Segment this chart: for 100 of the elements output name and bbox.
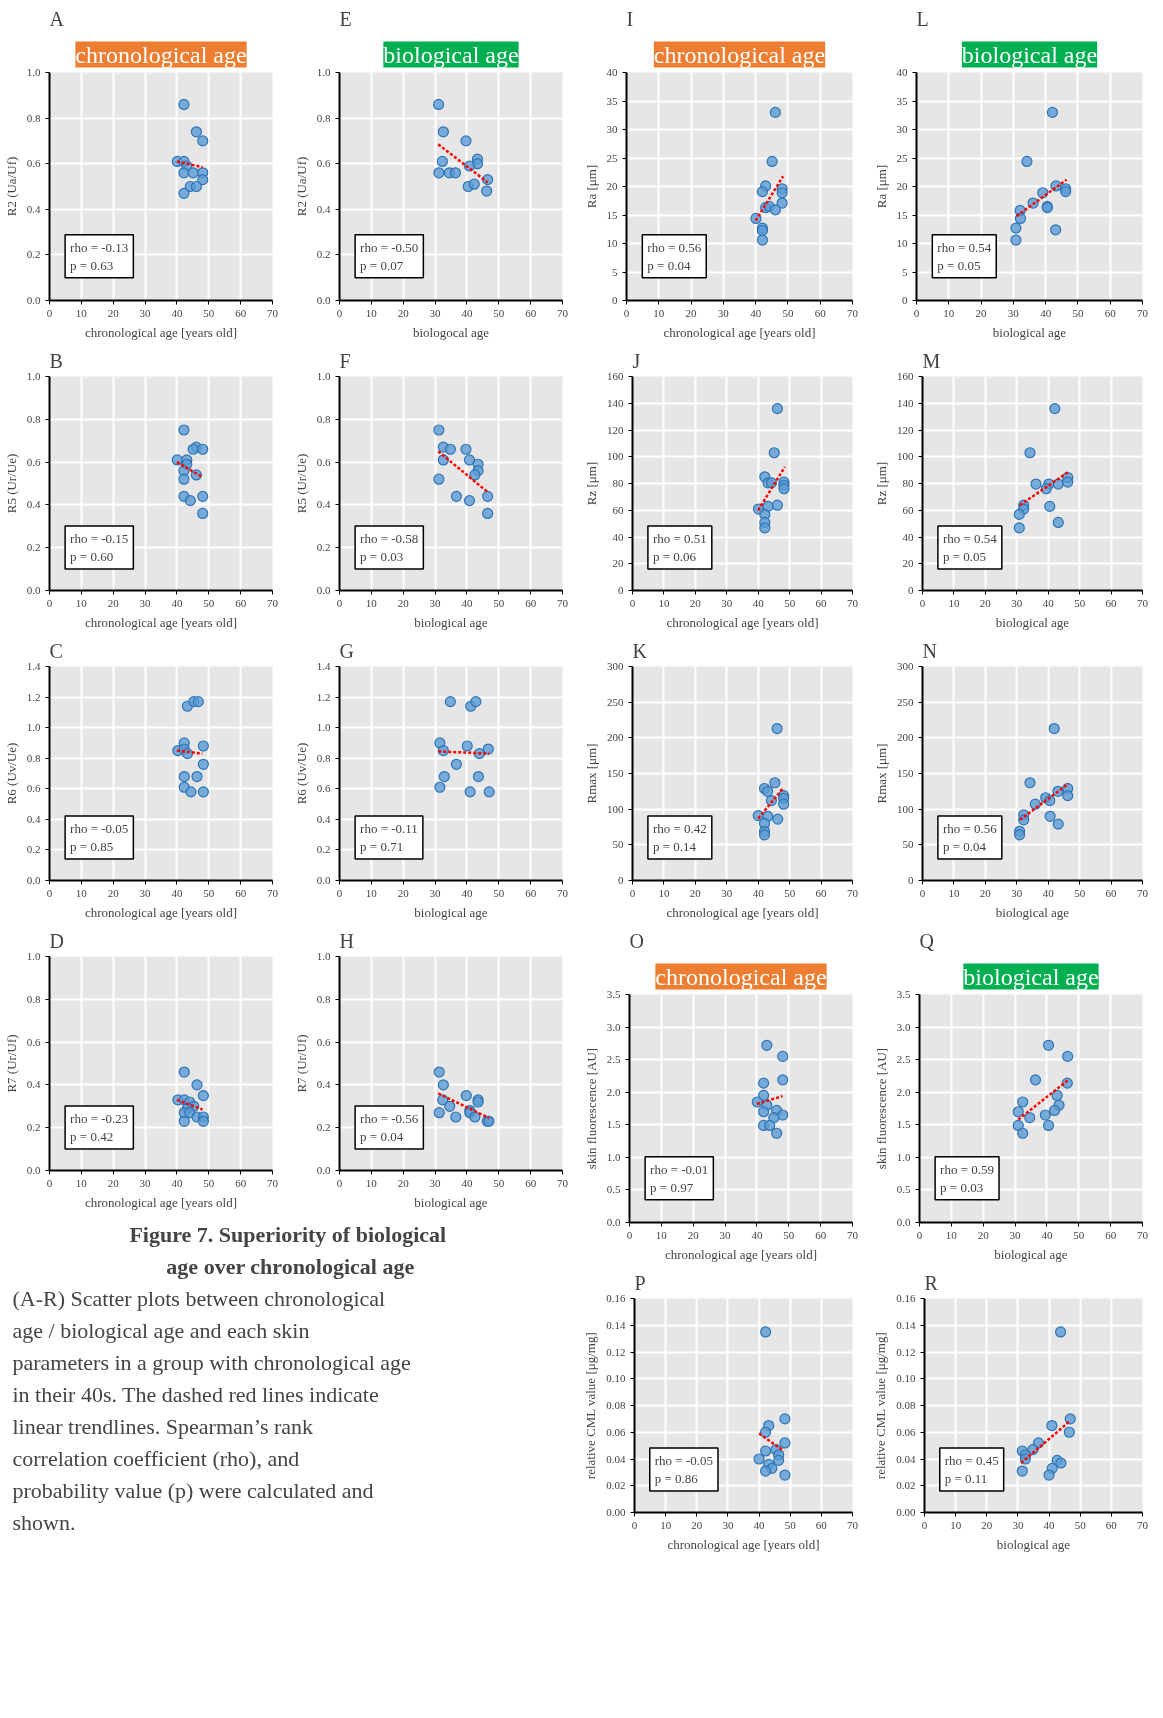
x-tick-label: 30: [719, 1228, 732, 1241]
y-tick-label: 0.06: [896, 1425, 916, 1438]
chart-title: Q: [919, 929, 935, 952]
y-tick-label: 100: [607, 450, 624, 463]
x-tick-label: 30: [429, 886, 442, 899]
y-tick-label: 150: [897, 767, 914, 779]
chart-title: E: [339, 7, 352, 30]
y-tick-label: 0.2: [26, 248, 41, 261]
x-tick-label: 50: [784, 1518, 797, 1531]
x-tick-label: 40: [171, 596, 183, 609]
y-tick-label: 160: [607, 370, 624, 382]
x-axis-title: biological age: [994, 1246, 1068, 1262]
x-tick-label: 60: [814, 306, 827, 319]
x-tick-label: 20: [687, 1228, 700, 1241]
y-tick-label: 1.0: [26, 721, 41, 734]
x-tick-label: 50: [1074, 1518, 1087, 1531]
y-tick-label: 250: [607, 695, 624, 708]
annotation: p = 0.14: [652, 839, 697, 855]
y-tick-label: 35: [896, 94, 908, 107]
y-tick-label: 0.2: [26, 843, 41, 856]
x-tick-label: 10: [75, 306, 88, 319]
chart-title: R: [924, 1271, 939, 1294]
y-tick-label: 20: [606, 180, 618, 192]
x-axis-title: chronological age [years old]: [85, 904, 237, 920]
annotation: p = 0.85: [70, 839, 114, 855]
y-tick-label: 0.0: [26, 1164, 41, 1176]
y-tick-label: 0: [612, 294, 618, 306]
y-tick-label: 2.0: [606, 1085, 621, 1098]
x-tick-label: 40: [461, 596, 473, 609]
y-tick-label: 200: [897, 731, 914, 744]
x-tick-label: 10: [75, 886, 88, 899]
y-axis-title: Rmax [μm]: [584, 743, 599, 804]
y-axis-title: Ra [μm]: [583, 164, 599, 209]
x-axis-title: chronological age [years old]: [663, 324, 816, 340]
annotation: rho = 0.54: [942, 531, 998, 547]
chart-title: F: [339, 349, 351, 372]
text: (A-R) Scatter plots between chronological age / biological age and each skin parameters in a group with chronological age in their 40s. The dashed red lines indicate linear trendlines. Spearman’s rank correlation coefficient (rho), and probability value (p) were calculated and shown.: [12, 1285, 411, 1535]
y-tick-label: 20: [902, 557, 914, 570]
y-tick-label: 0.0: [26, 874, 41, 886]
y-tick-label: 1.0: [26, 66, 41, 78]
x-axis-title: biologocal age: [412, 324, 490, 340]
y-tick-label: 30: [606, 123, 618, 135]
x-tick-label: 70: [1137, 596, 1149, 609]
annotation: p = 0.05: [942, 549, 986, 565]
y-tick-label: 5: [902, 265, 908, 278]
y-tick-label: 0.6: [316, 1035, 331, 1048]
y-tick-label: 0.8: [316, 992, 331, 1005]
x-axis-title: biological age: [996, 1536, 1071, 1552]
chart-title: H: [339, 929, 354, 952]
x-tick-label: 20: [397, 306, 410, 319]
x-tick-label: 40: [1043, 1518, 1056, 1531]
x-tick-label: 70: [847, 1518, 859, 1531]
y-tick-label: 1.0: [316, 370, 331, 382]
x-tick-label: 60: [815, 596, 828, 609]
y-tick-label: 0.0: [606, 1216, 621, 1228]
x-axis-title: biological age: [414, 614, 488, 630]
y-tick-label: 0.5: [606, 1183, 621, 1196]
x-axis-title: biological age: [995, 614, 1070, 630]
x-tick-label: 10: [365, 886, 378, 899]
x-tick-label: 10: [658, 886, 670, 899]
x-tick-label: 60: [525, 1176, 537, 1189]
x-tick-label: 10: [660, 1518, 672, 1531]
y-axis-title: R2 (Ua/Uf): [3, 156, 19, 217]
x-tick-label: 30: [1011, 886, 1023, 899]
x-tick-label: 70: [557, 306, 569, 319]
y-tick-label: 3.0: [606, 1020, 621, 1033]
y-tick-label: 0.08: [606, 1399, 626, 1411]
y-tick-label: 0.0: [316, 584, 331, 596]
x-tick-label: 30: [1009, 1228, 1022, 1241]
y-tick-label: 1.0: [26, 950, 41, 962]
y-tick-label: 120: [607, 423, 624, 436]
y-tick-label: 0.0: [316, 1164, 331, 1176]
x-tick-label: 30: [1012, 1518, 1024, 1531]
chart-title: P: [634, 1271, 646, 1294]
y-axis-title: skin fluorescence [AU]: [873, 1047, 889, 1170]
annotation: p = 0.60: [70, 549, 114, 565]
x-tick-label: 50: [493, 596, 505, 609]
chart-subtitle: chronological age: [75, 41, 247, 68]
chart-title: O: [629, 929, 644, 952]
y-axis-title: skin fluorescence [AU]: [583, 1047, 599, 1170]
y-tick-label: 0.2: [26, 1121, 41, 1134]
y-tick-label: 0: [618, 584, 624, 596]
x-tick-label: 40: [171, 306, 183, 319]
x-tick-label: 0: [46, 596, 53, 609]
x-tick-label: 50: [1074, 596, 1086, 609]
x-tick-label: 20: [977, 1228, 990, 1241]
y-tick-label: 0.0: [316, 294, 331, 306]
y-tick-label: 1.0: [26, 370, 41, 382]
chart-title: G: [339, 639, 354, 662]
y-tick-label: 0.8: [26, 412, 41, 425]
x-tick-label: 0: [46, 1176, 53, 1189]
y-tick-label: 0.08: [896, 1399, 916, 1411]
x-tick-label: 20: [107, 886, 120, 899]
x-tick-label: 30: [429, 306, 442, 319]
annotation: p = 0.04: [360, 1129, 404, 1145]
y-tick-label: 0.04: [606, 1452, 626, 1465]
x-axis-title: chronological age [years old]: [666, 614, 819, 630]
annotation: p = 0.86: [654, 1471, 699, 1487]
x-tick-label: 30: [1011, 596, 1023, 609]
y-tick-label: 0.4: [26, 498, 41, 511]
